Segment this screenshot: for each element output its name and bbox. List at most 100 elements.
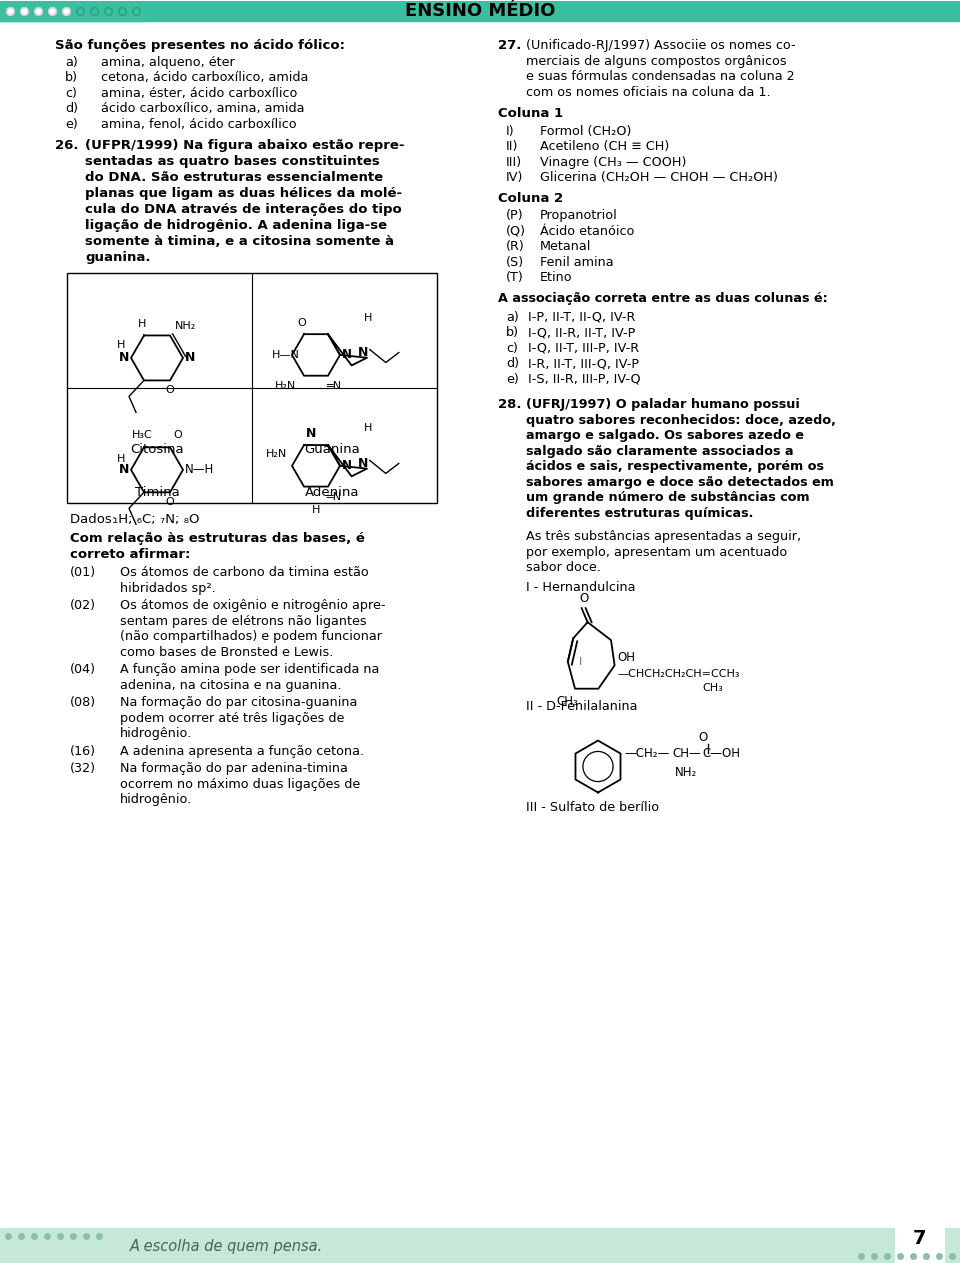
Text: A função amina pode ser identificada na: A função amina pode ser identificada na xyxy=(120,663,379,676)
Text: e suas fórmulas condensadas na coluna 2: e suas fórmulas condensadas na coluna 2 xyxy=(526,71,795,83)
Text: I-R, II-T, III-Q, IV-P: I-R, II-T, III-Q, IV-P xyxy=(528,357,639,370)
Text: amina, éster, ácido carboxílico: amina, éster, ácido carboxílico xyxy=(101,87,298,100)
Text: As três substâncias apresentadas a seguir,: As três substâncias apresentadas a segui… xyxy=(526,530,802,543)
Text: Citosina: Citosina xyxy=(131,443,183,456)
Text: 28.: 28. xyxy=(498,398,521,412)
Text: N: N xyxy=(358,346,369,359)
Text: São funções presentes no ácido fólico:: São funções presentes no ácido fólico: xyxy=(55,39,345,52)
Text: Glicerina (CH₂OH — CHOH — CH₂OH): Glicerina (CH₂OH — CHOH — CH₂OH) xyxy=(540,171,778,184)
Text: amina, alqueno, éter: amina, alqueno, éter xyxy=(101,56,235,68)
Text: Com relação às estruturas das bases, é: Com relação às estruturas das bases, é xyxy=(70,532,365,546)
Text: I-Q, II-T, III-P, IV-R: I-Q, II-T, III-P, IV-R xyxy=(528,342,639,355)
Text: sabor doce.: sabor doce. xyxy=(526,561,601,575)
Text: O: O xyxy=(698,730,708,744)
Text: I-Q, II-R, II-T, IV-P: I-Q, II-R, II-T, IV-P xyxy=(528,326,636,340)
Text: I): I) xyxy=(506,125,515,138)
Text: 27.: 27. xyxy=(498,39,521,52)
Text: Coluna 1: Coluna 1 xyxy=(498,107,564,120)
Text: N—H: N—H xyxy=(185,464,214,476)
Text: OH: OH xyxy=(617,650,636,664)
Text: II - D-Fenilalanina: II - D-Fenilalanina xyxy=(526,700,637,714)
Text: merciais de alguns compostos orgânicos: merciais de alguns compostos orgânicos xyxy=(526,54,786,68)
Text: c): c) xyxy=(506,342,517,355)
Text: d): d) xyxy=(65,102,78,115)
Text: A adenina apresenta a função cetona.: A adenina apresenta a função cetona. xyxy=(120,744,364,758)
Text: (16): (16) xyxy=(70,744,96,758)
Text: 7: 7 xyxy=(913,1229,926,1248)
Text: N: N xyxy=(185,351,196,365)
Bar xyxy=(67,273,437,503)
Text: (não compartilhados) e podem funcionar: (não compartilhados) e podem funcionar xyxy=(120,630,382,643)
Text: salgado são claramente associados a: salgado são claramente associados a xyxy=(526,445,794,458)
Text: N: N xyxy=(119,464,129,476)
Text: ocorrem no máximo duas ligações de: ocorrem no máximo duas ligações de xyxy=(120,778,360,791)
Text: I - Hernandulcina: I - Hernandulcina xyxy=(526,581,636,594)
Text: N: N xyxy=(306,427,317,440)
Text: quatro sabores reconhecidos: doce, azedo,: quatro sabores reconhecidos: doce, azedo… xyxy=(526,414,836,427)
Text: II): II) xyxy=(506,140,518,153)
Text: sentadas as quatro bases constituintes: sentadas as quatro bases constituintes xyxy=(85,155,380,168)
Text: (T): (T) xyxy=(506,272,524,284)
Text: (R): (R) xyxy=(506,240,525,253)
Text: (32): (32) xyxy=(70,762,96,775)
Text: I-P, II-T, II-Q, IV-R: I-P, II-T, II-Q, IV-R xyxy=(528,311,636,325)
Text: diferentes estruturas químicas.: diferentes estruturas químicas. xyxy=(526,506,754,520)
Text: do DNA. São estruturas essencialmente: do DNA. São estruturas essencialmente xyxy=(85,171,383,184)
Text: guanina.: guanina. xyxy=(85,251,151,264)
Text: H₂N: H₂N xyxy=(266,448,287,458)
Text: H: H xyxy=(364,423,372,433)
Text: H₃C: H₃C xyxy=(132,431,153,441)
Text: A associação correta entre as duas colunas é:: A associação correta entre as duas colun… xyxy=(498,293,828,306)
Text: sentam pares de elétrons não ligantes: sentam pares de elétrons não ligantes xyxy=(120,615,367,628)
Text: O: O xyxy=(166,385,175,395)
Text: b): b) xyxy=(65,71,78,85)
Text: N: N xyxy=(358,457,369,470)
Text: CH—: CH— xyxy=(673,746,701,760)
Text: com os nomes oficiais na coluna da 1.: com os nomes oficiais na coluna da 1. xyxy=(526,86,771,99)
Text: d): d) xyxy=(506,357,519,370)
Text: ácidos e sais, respectivamente, porém os: ácidos e sais, respectivamente, porém os xyxy=(526,460,824,474)
Text: e): e) xyxy=(506,373,518,386)
Text: ENSINO MÉDIO: ENSINO MÉDIO xyxy=(405,3,555,20)
Text: Dados:: Dados: xyxy=(70,513,120,525)
Text: Na formação do par adenina-timina: Na formação do par adenina-timina xyxy=(120,762,348,775)
Text: ═N: ═N xyxy=(326,380,341,390)
Bar xyxy=(896,1210,944,1263)
Text: —CH₂—: —CH₂— xyxy=(625,746,670,760)
Text: (UFRJ/1997) O paladar humano possui: (UFRJ/1997) O paladar humano possui xyxy=(526,398,800,412)
Text: amargo e salgado. Os sabores azedo e: amargo e salgado. Os sabores azedo e xyxy=(526,429,804,442)
Text: IV): IV) xyxy=(506,171,523,184)
Text: (UFPR/1999) Na figura abaixo estão repre-: (UFPR/1999) Na figura abaixo estão repre… xyxy=(85,139,404,152)
Text: N: N xyxy=(342,349,352,361)
Text: H: H xyxy=(312,504,321,514)
Text: a): a) xyxy=(506,311,518,325)
Text: Na formação do par citosina-guanina: Na formação do par citosina-guanina xyxy=(120,696,357,709)
Text: (04): (04) xyxy=(70,663,96,676)
Text: O: O xyxy=(166,498,175,508)
Text: N: N xyxy=(119,351,129,365)
Text: cula do DNA através de interações do tipo: cula do DNA através de interações do tip… xyxy=(85,203,401,216)
Text: (S): (S) xyxy=(506,255,524,269)
Text: Fenil amina: Fenil amina xyxy=(540,255,613,269)
Text: adenina, na citosina e na guanina.: adenina, na citosina e na guanina. xyxy=(120,678,342,692)
Text: I-S, II-R, III-P, IV-Q: I-S, II-R, III-P, IV-Q xyxy=(528,373,640,386)
Bar xyxy=(600,5,800,18)
Text: O: O xyxy=(579,592,588,605)
Text: Os átomos de carbono da timina estão: Os átomos de carbono da timina estão xyxy=(120,566,369,580)
Text: NH₂: NH₂ xyxy=(675,765,697,778)
Text: b): b) xyxy=(506,326,519,340)
Text: H: H xyxy=(364,312,372,322)
Text: hidrogênio.: hidrogênio. xyxy=(120,727,192,740)
Text: por exemplo, apresentam um acentuado: por exemplo, apresentam um acentuado xyxy=(526,546,787,558)
Text: 26.: 26. xyxy=(55,139,79,152)
Text: Propanotriol: Propanotriol xyxy=(540,210,617,222)
Text: I: I xyxy=(579,657,582,667)
Text: correto afirmar:: correto afirmar: xyxy=(70,548,190,561)
Text: III): III) xyxy=(506,155,522,169)
Text: Adenina: Adenina xyxy=(304,486,359,499)
Text: podem ocorrer até três ligações de: podem ocorrer até três ligações de xyxy=(120,711,345,725)
Text: III - Sulfato de berílio: III - Sulfato de berílio xyxy=(526,802,660,815)
Text: cetona, ácido carboxílico, amida: cetona, ácido carboxílico, amida xyxy=(101,71,308,85)
Text: um grande número de substâncias com: um grande número de substâncias com xyxy=(526,491,809,504)
Text: (02): (02) xyxy=(70,599,96,613)
